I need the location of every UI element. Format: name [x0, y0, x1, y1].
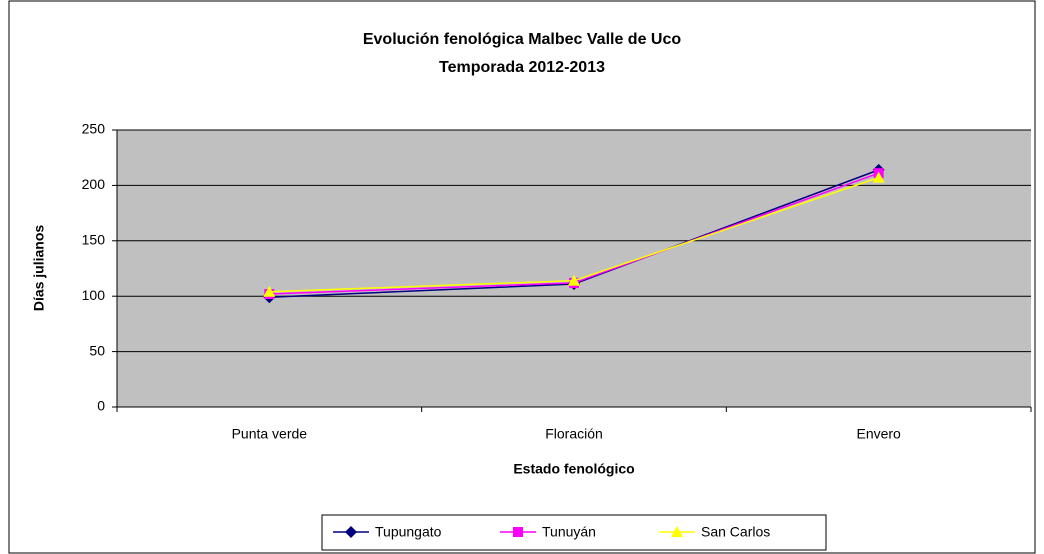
x-tick-label: Floración	[545, 426, 603, 442]
data-point	[568, 274, 580, 286]
legend-label: San Carlos	[701, 524, 770, 540]
legend-marker	[345, 526, 357, 538]
y-tick-label: 100	[82, 287, 106, 303]
chart-title: Evolución fenológica Malbec Valle de Uco	[363, 31, 682, 48]
data-point	[263, 285, 276, 297]
legend-marker	[513, 527, 523, 537]
y-tick-label: 200	[82, 176, 106, 192]
legend	[321, 514, 827, 551]
legend-label: Tunuyán	[542, 524, 596, 540]
y-tick-label: 50	[89, 342, 105, 358]
legend-marker	[671, 526, 683, 537]
chart-subtitle: Temporada 2012-2013	[439, 59, 605, 76]
y-tick-label: 250	[82, 121, 106, 137]
x-axis-title: Estado fenológico	[513, 461, 634, 477]
data-point	[872, 171, 885, 183]
x-tick-label: Punta verde	[232, 426, 308, 442]
x-tick-label: Envero	[856, 426, 901, 442]
y-tick-label: 0	[97, 398, 105, 414]
y-tick-label: 150	[82, 232, 106, 248]
plot-area	[117, 130, 1031, 407]
y-axis-title: Días julianos	[31, 225, 47, 312]
legend-label: Tupungato	[375, 524, 442, 540]
